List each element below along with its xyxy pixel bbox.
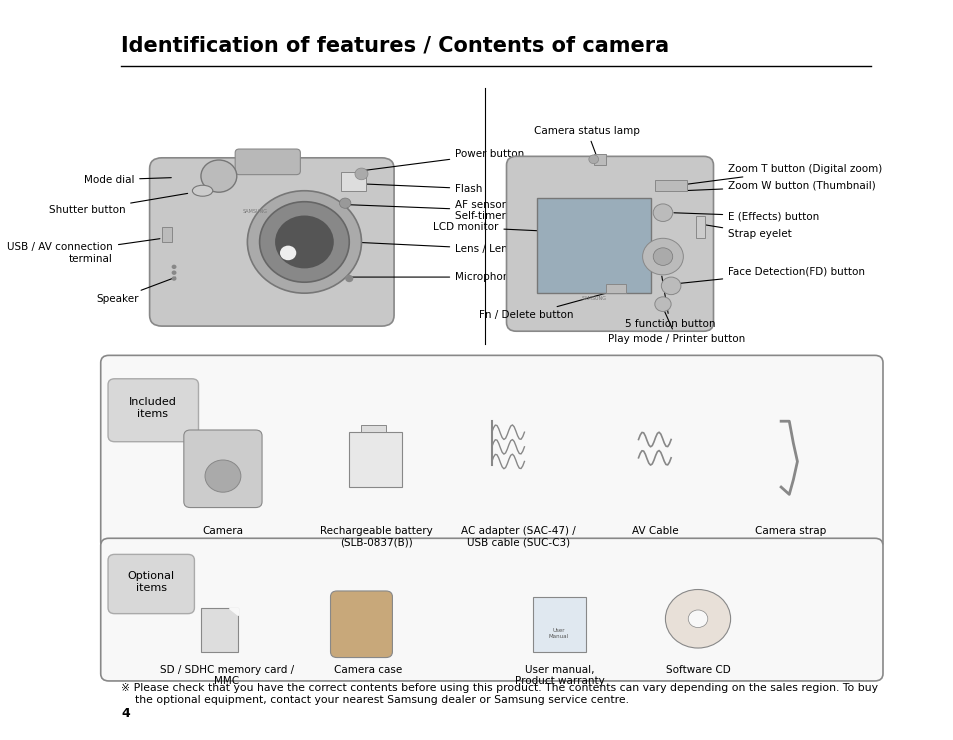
- Text: Strap eyelet: Strap eyelet: [700, 224, 791, 239]
- Polygon shape: [230, 608, 237, 615]
- FancyBboxPatch shape: [108, 554, 194, 613]
- Bar: [654, 180, 687, 191]
- Bar: [349, 432, 402, 487]
- Bar: [605, 284, 626, 293]
- Text: Microphone: Microphone: [352, 272, 516, 282]
- Text: Lens / Lens cover: Lens / Lens cover: [352, 242, 545, 255]
- Text: Mode dial: Mode dial: [84, 175, 172, 185]
- FancyBboxPatch shape: [101, 355, 882, 549]
- Circle shape: [339, 198, 351, 208]
- Text: AC adapter (SAC-47) /
USB cable (SUC-C3): AC adapter (SAC-47) / USB cable (SUC-C3): [461, 526, 576, 548]
- Text: Flash: Flash: [355, 184, 482, 194]
- Text: Camera: Camera: [202, 526, 243, 536]
- Bar: [695, 216, 704, 238]
- Text: LCD monitor: LCD monitor: [433, 222, 539, 232]
- Text: AV Cable: AV Cable: [631, 526, 678, 536]
- Circle shape: [355, 168, 368, 180]
- FancyBboxPatch shape: [330, 591, 392, 658]
- Bar: [593, 154, 605, 165]
- Text: Software CD: Software CD: [665, 665, 730, 675]
- Circle shape: [259, 202, 349, 282]
- Circle shape: [275, 216, 333, 268]
- Circle shape: [172, 271, 176, 275]
- Text: Fn / Delete button: Fn / Delete button: [478, 292, 611, 320]
- Text: 4: 4: [121, 707, 130, 720]
- Text: User manual,
Product warranty: User manual, Product warranty: [514, 665, 604, 687]
- Circle shape: [642, 238, 682, 275]
- Circle shape: [588, 155, 598, 164]
- Bar: [162, 227, 172, 242]
- Bar: [341, 172, 365, 191]
- Text: USB / AV connection
terminal: USB / AV connection terminal: [8, 239, 160, 263]
- FancyBboxPatch shape: [108, 379, 198, 442]
- Text: AF sensor/
Self-timer lamp: AF sensor/ Self-timer lamp: [349, 200, 535, 221]
- Bar: [361, 425, 386, 432]
- Text: Face Detection(FD) button: Face Detection(FD) button: [679, 266, 864, 283]
- Text: Identification of features / Contents of camera: Identification of features / Contents of…: [121, 36, 668, 56]
- Circle shape: [345, 275, 353, 282]
- Circle shape: [653, 204, 672, 221]
- Circle shape: [665, 590, 730, 648]
- Ellipse shape: [193, 185, 213, 196]
- Text: SD / SDHC memory card /
MMC: SD / SDHC memory card / MMC: [160, 665, 294, 687]
- FancyBboxPatch shape: [506, 156, 713, 332]
- Text: Camera strap: Camera strap: [755, 526, 825, 536]
- Text: SAMSUNG: SAMSUNG: [580, 297, 605, 301]
- Text: Zoom T button (Digital zoom): Zoom T button (Digital zoom): [683, 164, 882, 184]
- Circle shape: [205, 460, 240, 492]
- Text: Included
items: Included items: [129, 397, 176, 419]
- Text: Rechargeable battery
(SLB-0837(B)): Rechargeable battery (SLB-0837(B)): [319, 526, 432, 548]
- Text: SAMSUNG: SAMSUNG: [243, 209, 268, 214]
- Text: Shutter button: Shutter button: [49, 193, 188, 215]
- Circle shape: [172, 265, 176, 269]
- Circle shape: [660, 277, 680, 295]
- Circle shape: [654, 297, 670, 312]
- Circle shape: [653, 248, 672, 266]
- FancyBboxPatch shape: [150, 158, 394, 326]
- Text: Camera case: Camera case: [334, 665, 402, 675]
- Circle shape: [247, 191, 361, 293]
- Text: Play mode / Printer button: Play mode / Printer button: [608, 306, 745, 344]
- Bar: [537, 198, 650, 293]
- Text: Optional
items: Optional items: [128, 571, 174, 593]
- Text: Zoom W button (Thumbnail): Zoom W button (Thumbnail): [683, 181, 875, 191]
- Bar: [201, 608, 237, 652]
- FancyBboxPatch shape: [184, 430, 262, 508]
- FancyBboxPatch shape: [101, 538, 882, 681]
- Text: User
Manual: User Manual: [548, 628, 568, 639]
- Circle shape: [687, 610, 707, 628]
- Text: ※ Please check that you have the correct contents before using this product. The: ※ Please check that you have the correct…: [121, 683, 877, 704]
- Text: 5 function button: 5 function button: [624, 276, 715, 329]
- Circle shape: [201, 160, 236, 192]
- Text: Power button: Power button: [362, 149, 524, 171]
- Text: Camera status lamp: Camera status lamp: [534, 126, 639, 157]
- Text: Speaker: Speaker: [96, 278, 175, 304]
- Text: E (Effects) button: E (Effects) button: [673, 212, 819, 221]
- FancyBboxPatch shape: [235, 149, 300, 175]
- Circle shape: [279, 246, 296, 260]
- Circle shape: [172, 276, 176, 280]
- Bar: [532, 597, 585, 652]
